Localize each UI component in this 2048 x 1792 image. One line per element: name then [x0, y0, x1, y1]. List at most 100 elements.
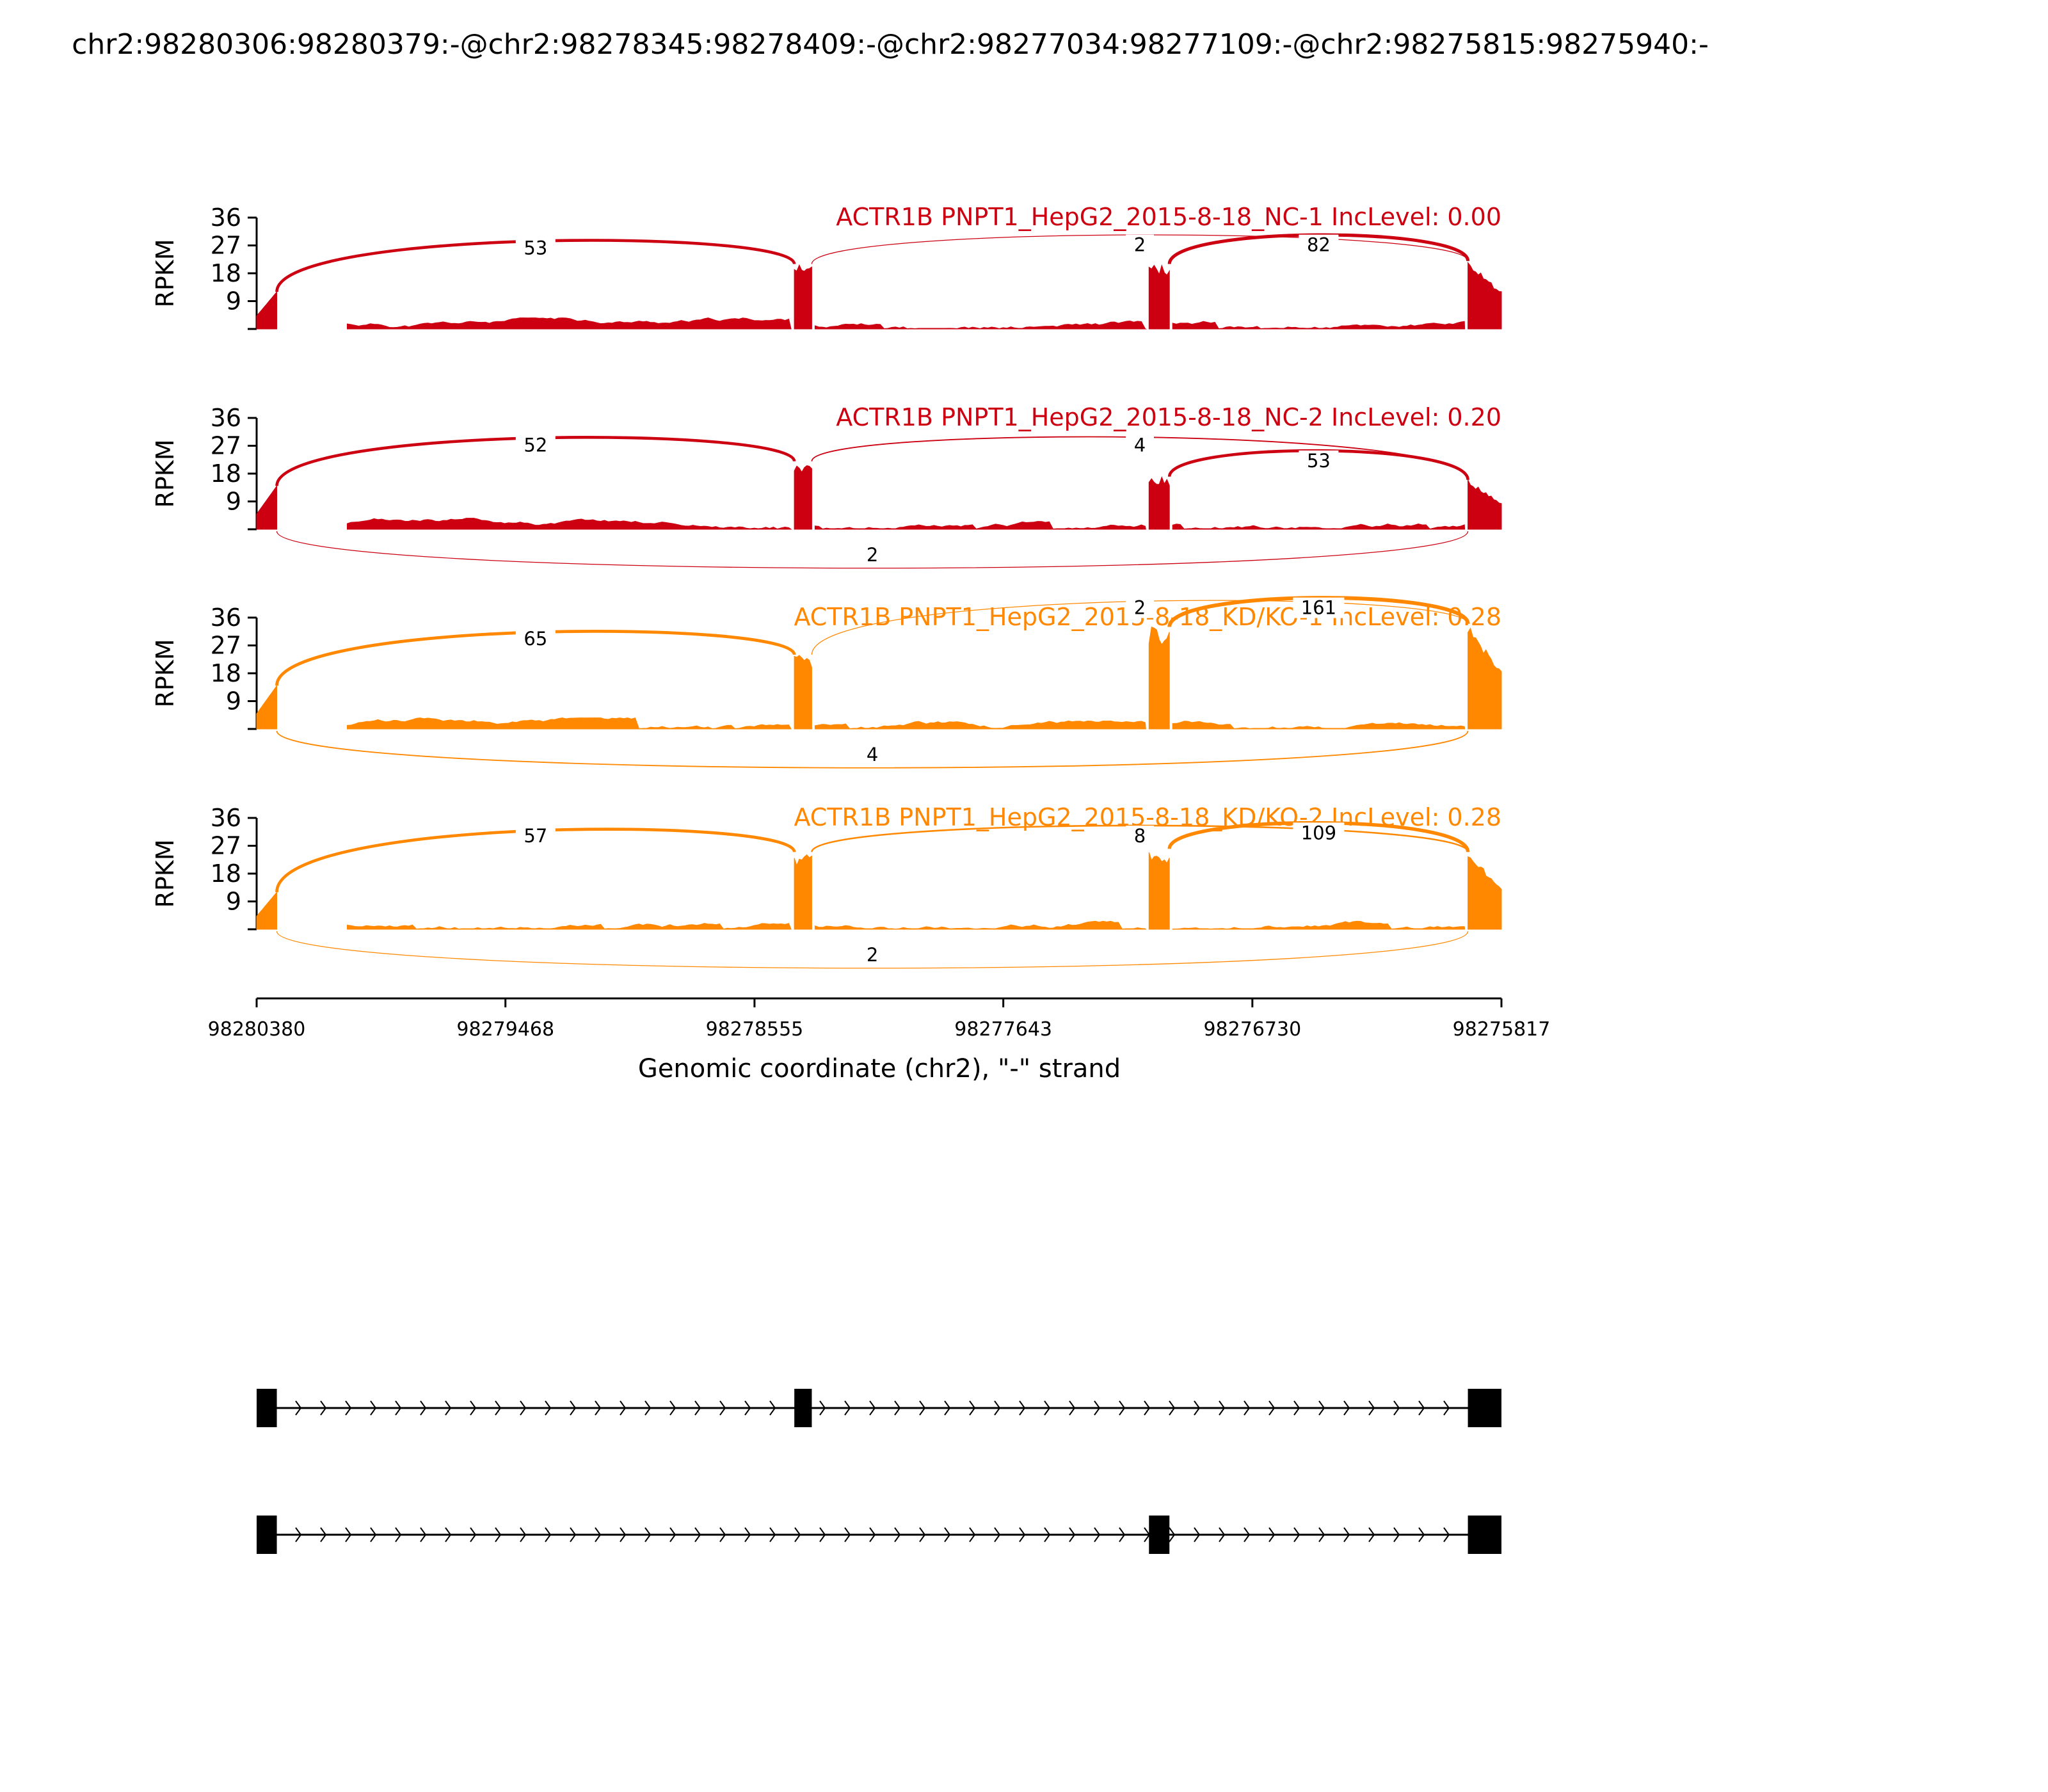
exon-coverage [256, 684, 277, 730]
junction-count-bg [1125, 234, 1154, 255]
y-axis-label: RPKM [151, 439, 179, 508]
junction-count: 4 [1134, 435, 1146, 456]
y-tick-label: 18 [211, 860, 241, 888]
intron-coverage [347, 717, 792, 730]
junction-count-bg [1125, 826, 1154, 847]
junction-count-bg [1299, 234, 1339, 255]
y-tick-label: 27 [211, 832, 241, 860]
isoform-exon [794, 1389, 812, 1427]
strand-arrow [1318, 1527, 1325, 1542]
junction-count-bg [1293, 597, 1345, 618]
y-tick-label: 27 [211, 432, 241, 460]
y-axis-label: RPKM [151, 239, 179, 307]
junction-arc [811, 824, 1469, 852]
strand-arrow [395, 1400, 402, 1416]
intron-coverage [814, 521, 1146, 530]
isoform-exon [1468, 1389, 1501, 1427]
junction-count: 2 [1134, 234, 1146, 256]
strand-arrow [769, 1400, 776, 1416]
junction-count-bg [515, 628, 556, 649]
strand-arrow [345, 1400, 352, 1416]
strand-arrow [669, 1527, 676, 1542]
strand-arrow [1069, 1527, 1076, 1542]
junction-count-bg [515, 435, 556, 456]
x-tick-label: 98278555 [706, 1018, 804, 1041]
strand-arrow [644, 1527, 652, 1542]
junction-count: 82 [1307, 234, 1331, 256]
strand-arrow [1019, 1527, 1026, 1542]
strand-arrow [944, 1400, 951, 1416]
junction-count: 8 [1134, 825, 1146, 847]
intron-coverage [814, 320, 1148, 330]
strand-arrow [1393, 1400, 1400, 1416]
strand-arrow [320, 1400, 327, 1416]
exon-coverage [794, 465, 812, 530]
strand-arrow [844, 1527, 851, 1542]
strand-arrow [520, 1527, 527, 1542]
strand-arrow [545, 1527, 552, 1542]
exon-coverage [1148, 476, 1170, 530]
y-tick-label: 9 [226, 488, 241, 516]
isoform-exon [257, 1516, 277, 1554]
intron-coverage [347, 317, 792, 330]
x-tick-label: 98277643 [954, 1018, 1052, 1041]
exon-coverage [1148, 852, 1170, 930]
y-tick-label: 36 [211, 804, 241, 832]
exon-coverage [256, 891, 277, 930]
exon-coverage [1148, 264, 1170, 330]
strand-arrow [1343, 1527, 1350, 1542]
strand-arrow [295, 1527, 302, 1542]
strand-arrow [1418, 1527, 1425, 1542]
strand-arrow [470, 1527, 477, 1542]
strand-arrow [1219, 1400, 1226, 1416]
strand-arrow [595, 1527, 602, 1542]
intron-coverage [347, 923, 792, 930]
strand-arrow [1443, 1400, 1450, 1416]
strand-arrow [969, 1400, 976, 1416]
strand-arrow [669, 1400, 676, 1416]
junction-count-bg [858, 545, 887, 565]
strand-arrow [1169, 1400, 1176, 1416]
exon-coverage [256, 484, 277, 530]
junction-count: 161 [1301, 597, 1336, 619]
x-tick-label: 98280380 [208, 1018, 306, 1041]
intron-coverage [814, 920, 1147, 930]
y-tick-label: 9 [226, 287, 241, 316]
x-tick-label: 98275817 [1453, 1018, 1551, 1041]
strand-arrow [719, 1527, 726, 1542]
strand-arrow [1268, 1527, 1276, 1542]
strand-arrow [1044, 1527, 1051, 1542]
track-label: ACTR1B PNPT1_HepG2_2015-8-18_NC-2 IncLev… [836, 403, 1501, 431]
exon-coverage [1468, 856, 1502, 930]
strand-arrow [620, 1527, 627, 1542]
junction-count: 53 [1307, 450, 1331, 472]
strand-arrow [545, 1400, 552, 1416]
strand-arrow [370, 1400, 377, 1416]
strand-arrow [445, 1400, 452, 1416]
x-tick-label: 98276730 [1203, 1018, 1301, 1041]
junction-arc [276, 531, 1469, 569]
junction-count-bg [1125, 435, 1154, 456]
y-tick-label: 36 [211, 404, 241, 432]
strand-arrow [869, 1527, 876, 1542]
strand-arrow [1069, 1400, 1076, 1416]
junction-count: 4 [867, 744, 878, 765]
strand-arrow [744, 1400, 751, 1416]
y-tick-label: 9 [226, 687, 241, 716]
strand-arrow [894, 1400, 901, 1416]
intron-coverage [1172, 321, 1466, 330]
strand-arrow [1343, 1400, 1350, 1416]
x-axis: 98280380 98279468 98278555 98277643 98276730… [208, 997, 1551, 1041]
intron-coverage [814, 720, 1146, 730]
isoform-exon [1468, 1516, 1501, 1554]
junction-count: 57 [524, 825, 547, 847]
exon-coverage [794, 655, 812, 730]
junction-count-bg [1299, 450, 1339, 471]
strand-arrow [819, 1400, 826, 1416]
track-label: ACTR1B PNPT1_HepG2_2015-8-18_NC-1 IncLev… [836, 203, 1501, 231]
strand-arrow [894, 1527, 901, 1542]
junction-count-bg [515, 237, 556, 259]
strand-arrow [420, 1527, 427, 1542]
